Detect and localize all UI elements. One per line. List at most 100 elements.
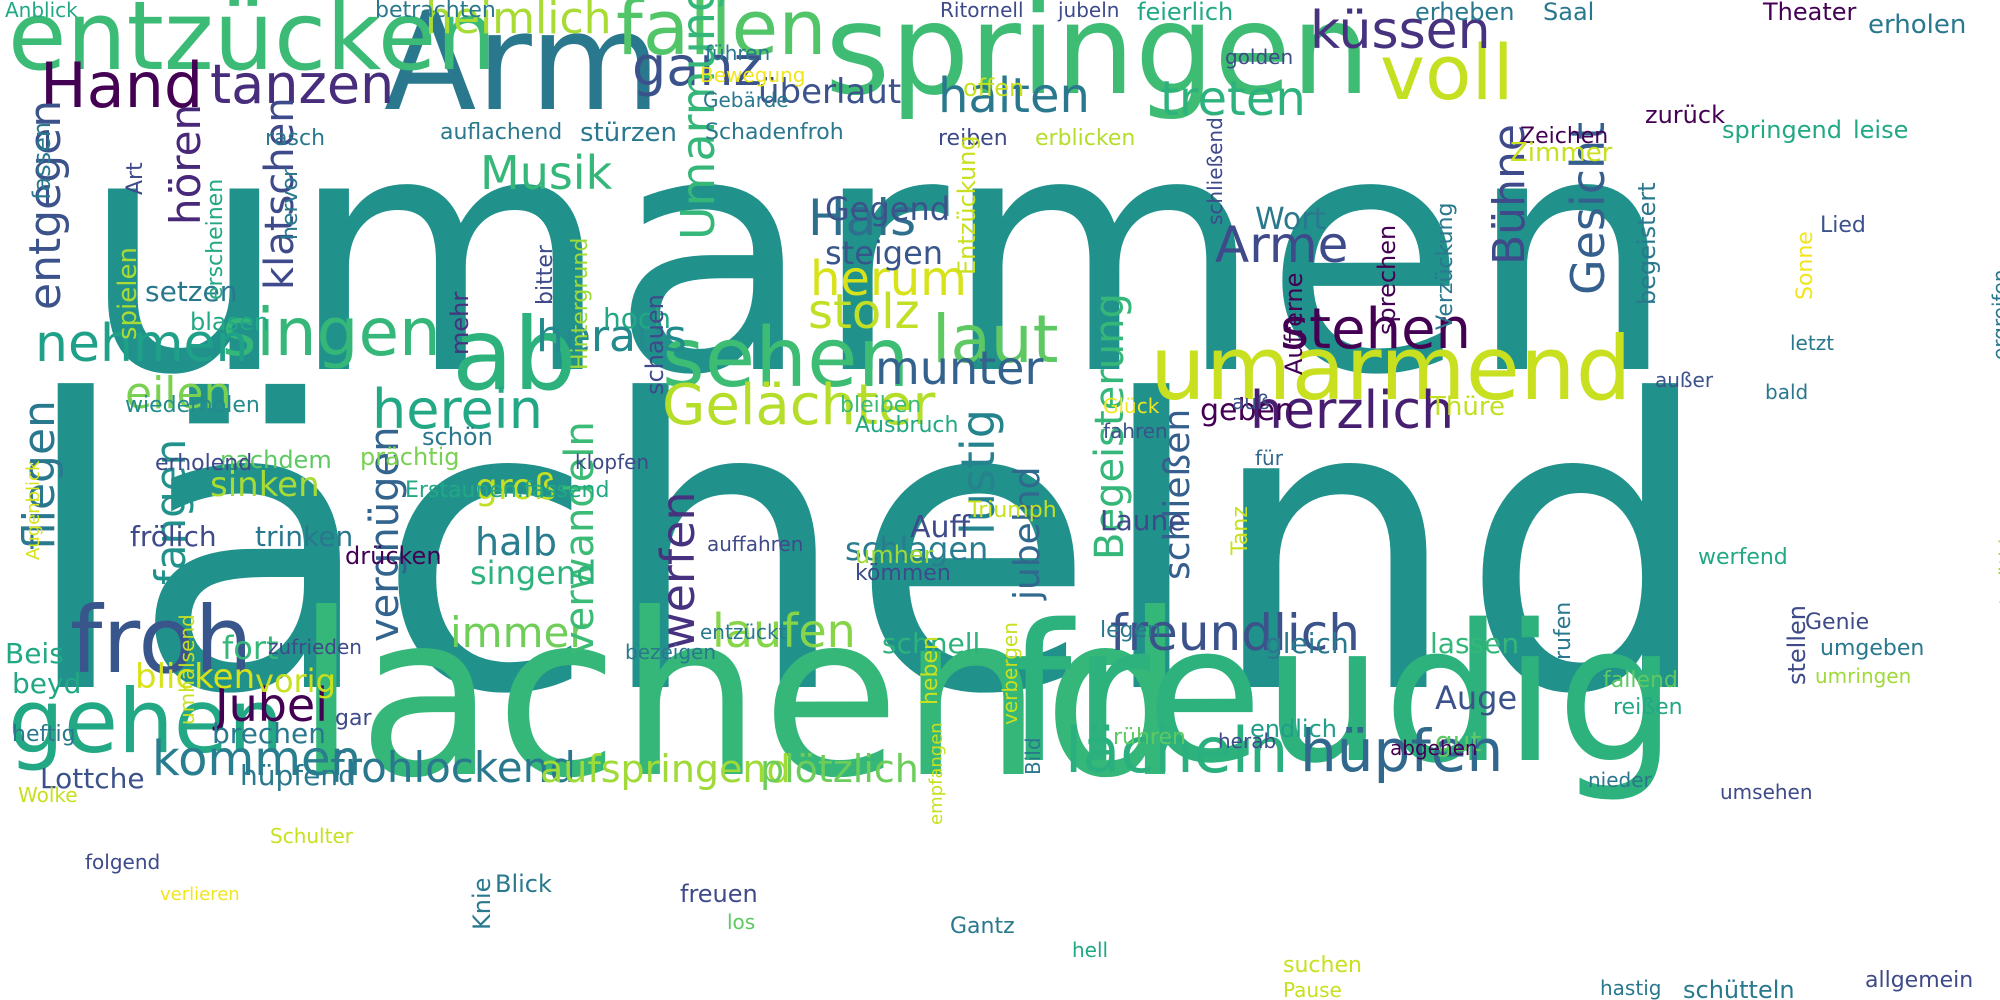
word-aufferne: Aufferne bbox=[1280, 272, 1308, 375]
word-erblicken: erblicken bbox=[1035, 126, 1136, 151]
word-steigen: steigen bbox=[825, 234, 944, 272]
word-gleich: gleich bbox=[1265, 627, 1349, 660]
word-bald: bald bbox=[1765, 380, 1809, 404]
word-erscheinen: erscheinen bbox=[203, 178, 228, 300]
word-endlich: endlich bbox=[1250, 715, 1337, 743]
word-stolz: stolz bbox=[808, 284, 920, 340]
word-schoen: schön bbox=[422, 423, 493, 451]
word-jubeln: jubeln bbox=[1058, 0, 1120, 22]
word-singen: singen bbox=[222, 294, 441, 371]
word-umsehen: umsehen bbox=[1720, 780, 1813, 804]
word-mehr: mehr bbox=[446, 291, 474, 355]
word-thuere: Thüre bbox=[1430, 392, 1505, 422]
word-theater: Theater bbox=[1763, 0, 1857, 26]
word-koemmen: kömmen bbox=[855, 561, 951, 586]
word-anblick: Anblick bbox=[5, 0, 78, 22]
word-allgemein: allgemein bbox=[1865, 968, 1974, 993]
word-schadenfroh: Schadenfroh bbox=[705, 120, 844, 145]
word-tanz: Tanz bbox=[1228, 506, 1253, 555]
word-erheben: erheben bbox=[1415, 0, 1515, 26]
word-feierlich: feierlich bbox=[1137, 0, 1234, 26]
word-wolke: Wolke bbox=[18, 783, 78, 807]
word-triumph: Triumph bbox=[968, 498, 1057, 523]
word-auff: Auff bbox=[910, 510, 971, 545]
word-freuen: freuen bbox=[680, 880, 758, 908]
word-lachend: lachend bbox=[295, 566, 1186, 828]
word-rasch: rasch bbox=[265, 126, 326, 151]
word-laut: laut bbox=[932, 301, 1059, 378]
word-vorig: vorig bbox=[255, 662, 336, 700]
word-laufen: laufen bbox=[712, 604, 856, 658]
word-abgehen: abgehen bbox=[1390, 736, 1478, 760]
word-leise: leise bbox=[1853, 116, 1909, 144]
word-offen: offen bbox=[963, 74, 1025, 102]
word-blicken: blicken bbox=[135, 657, 256, 697]
word-genie: Genie bbox=[1805, 610, 1870, 635]
word-nieder: nieder bbox=[1588, 768, 1652, 792]
word-setzen: setzen bbox=[145, 275, 238, 308]
word-verzueckung: Verzückung bbox=[1433, 202, 1458, 330]
word-freundlich: freundlich bbox=[1110, 604, 1360, 662]
word-herein: herein bbox=[372, 378, 543, 441]
word-stehen: stehen bbox=[1280, 297, 1472, 362]
word-erholen: erholen bbox=[1868, 10, 1967, 40]
word-sonne: Sonne bbox=[1793, 231, 1818, 300]
word-gantz: Gantz bbox=[950, 914, 1015, 939]
word-arme: Arme bbox=[1215, 216, 1349, 274]
word-entzueckung: Entzückung bbox=[953, 135, 981, 275]
word-schauen: schauen bbox=[641, 294, 669, 395]
word-kuessen: küssen bbox=[1310, 1, 1491, 61]
word-eilen: eilen bbox=[125, 368, 232, 419]
word-arm: Arm bbox=[384, 0, 661, 141]
word-reissen: reißen bbox=[1613, 695, 1683, 720]
word-empfangen: empfangen bbox=[926, 722, 947, 825]
word-jubelnd: jubelnd bbox=[1007, 466, 1048, 601]
word-blasen: blasen bbox=[190, 308, 270, 336]
word-los: los bbox=[727, 910, 756, 934]
word-umringen: umringen bbox=[1815, 664, 1912, 688]
word-herum: herum bbox=[810, 251, 967, 307]
word-augenblick: Augenblick bbox=[23, 460, 44, 560]
word-reiben: reiben bbox=[938, 126, 1008, 151]
word-heraus: heraus bbox=[536, 311, 687, 362]
word-ausser: außer bbox=[1655, 368, 1714, 392]
word-herzlich: herzlich bbox=[1250, 381, 1455, 441]
word-munter: munter bbox=[875, 341, 1044, 395]
word-knie: Knie bbox=[468, 877, 496, 930]
word-geben: geben bbox=[1200, 393, 1295, 428]
word-halb: halb bbox=[475, 520, 558, 564]
word-ergreifen: ergreifen bbox=[1988, 269, 2000, 360]
word-sehen: sehen bbox=[662, 311, 910, 406]
word-gelaechter: Gelächter bbox=[662, 373, 936, 438]
word-springend: springend bbox=[1722, 116, 1842, 144]
word-spielen: spielen bbox=[113, 247, 143, 340]
word-pause: Pause bbox=[1283, 978, 1342, 1000]
word-fassen: fassen bbox=[28, 121, 56, 200]
word-folgend: folgend bbox=[85, 850, 161, 874]
word-singend: singend bbox=[470, 554, 597, 592]
word-hastig: hastig bbox=[1600, 976, 1662, 1000]
word-laune: Laune bbox=[1100, 504, 1186, 537]
word-bitter: bitter bbox=[533, 245, 558, 305]
word-nehmen: nehmen bbox=[35, 314, 249, 374]
word-springen: springen bbox=[825, 0, 1371, 123]
word-umhalsend: umhalsend bbox=[175, 614, 199, 725]
word-bewegung: Bewegung bbox=[700, 63, 806, 87]
word-schliessend: schließend bbox=[1203, 117, 1227, 225]
word-huepfend: hüpfend bbox=[240, 759, 356, 792]
word-blick: Blick bbox=[495, 870, 552, 898]
word-beis: Beis bbox=[5, 637, 64, 670]
word-herab: herab bbox=[1218, 729, 1277, 753]
word-rufen: rufen bbox=[1551, 601, 1576, 660]
word-art: Art bbox=[123, 162, 148, 195]
word-aufspringend: aufspringend bbox=[540, 747, 791, 791]
word-nachdem: nachdem bbox=[220, 446, 332, 474]
word-hell: hell bbox=[1072, 938, 1109, 962]
word-zimmer: Zimmer bbox=[1510, 138, 1613, 168]
word-tanzen: tanzen bbox=[210, 53, 395, 116]
word-lottche: Lottche bbox=[40, 762, 145, 795]
word-brechen: brechen bbox=[212, 717, 327, 750]
word-ritornell: Ritornell bbox=[940, 0, 1024, 22]
word-laechelnd: lächelnd bbox=[20, 317, 1715, 782]
